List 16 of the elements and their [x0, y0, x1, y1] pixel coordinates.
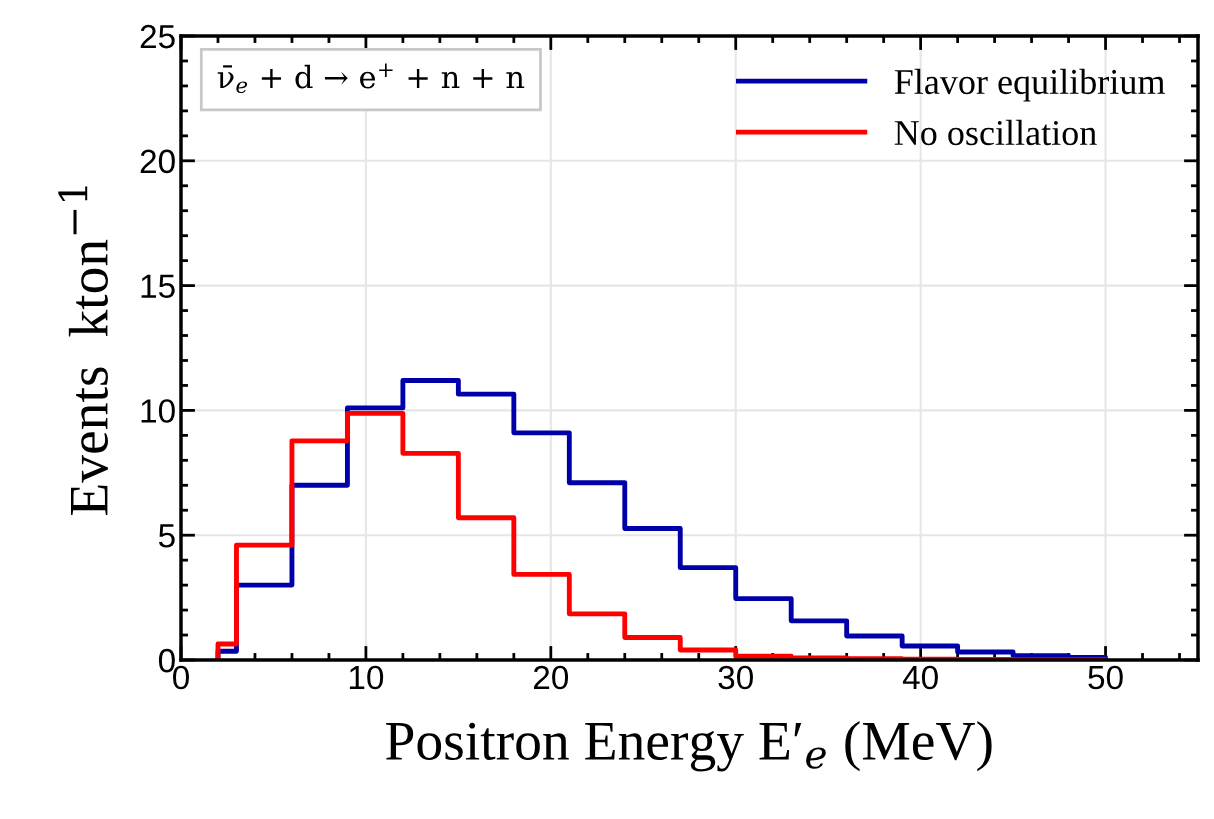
- y-tick-label: 10: [141, 399, 175, 423]
- annotation: ν̄$_{e}$ + d → e$^{+}$ + n + n: [217, 63, 525, 94]
- y-tick-label: 25: [140, 24, 175, 49]
- x-tick-label: 20: [533, 665, 569, 690]
- y-axis-title: Events kton$^{−1}$: [58, 186, 108, 516]
- x-tick-label: 30: [718, 665, 753, 690]
- x-tick-label: 50: [1088, 665, 1123, 690]
- x-axis-title: Positron Energy E′$_{e}$ (MeV): [386, 720, 992, 772]
- legend-label: No oscillation: [894, 119, 1097, 146]
- y-tick-label: 15: [141, 274, 175, 299]
- y-tick-label: 5: [158, 524, 175, 548]
- y-tick-label: 0: [158, 648, 175, 673]
- y-tick-label: 20: [140, 149, 175, 174]
- x-tick-label: 10: [349, 665, 384, 690]
- x-tick-label: 40: [902, 665, 938, 690]
- legend-label: Flavor equilibrium: [894, 68, 1165, 102]
